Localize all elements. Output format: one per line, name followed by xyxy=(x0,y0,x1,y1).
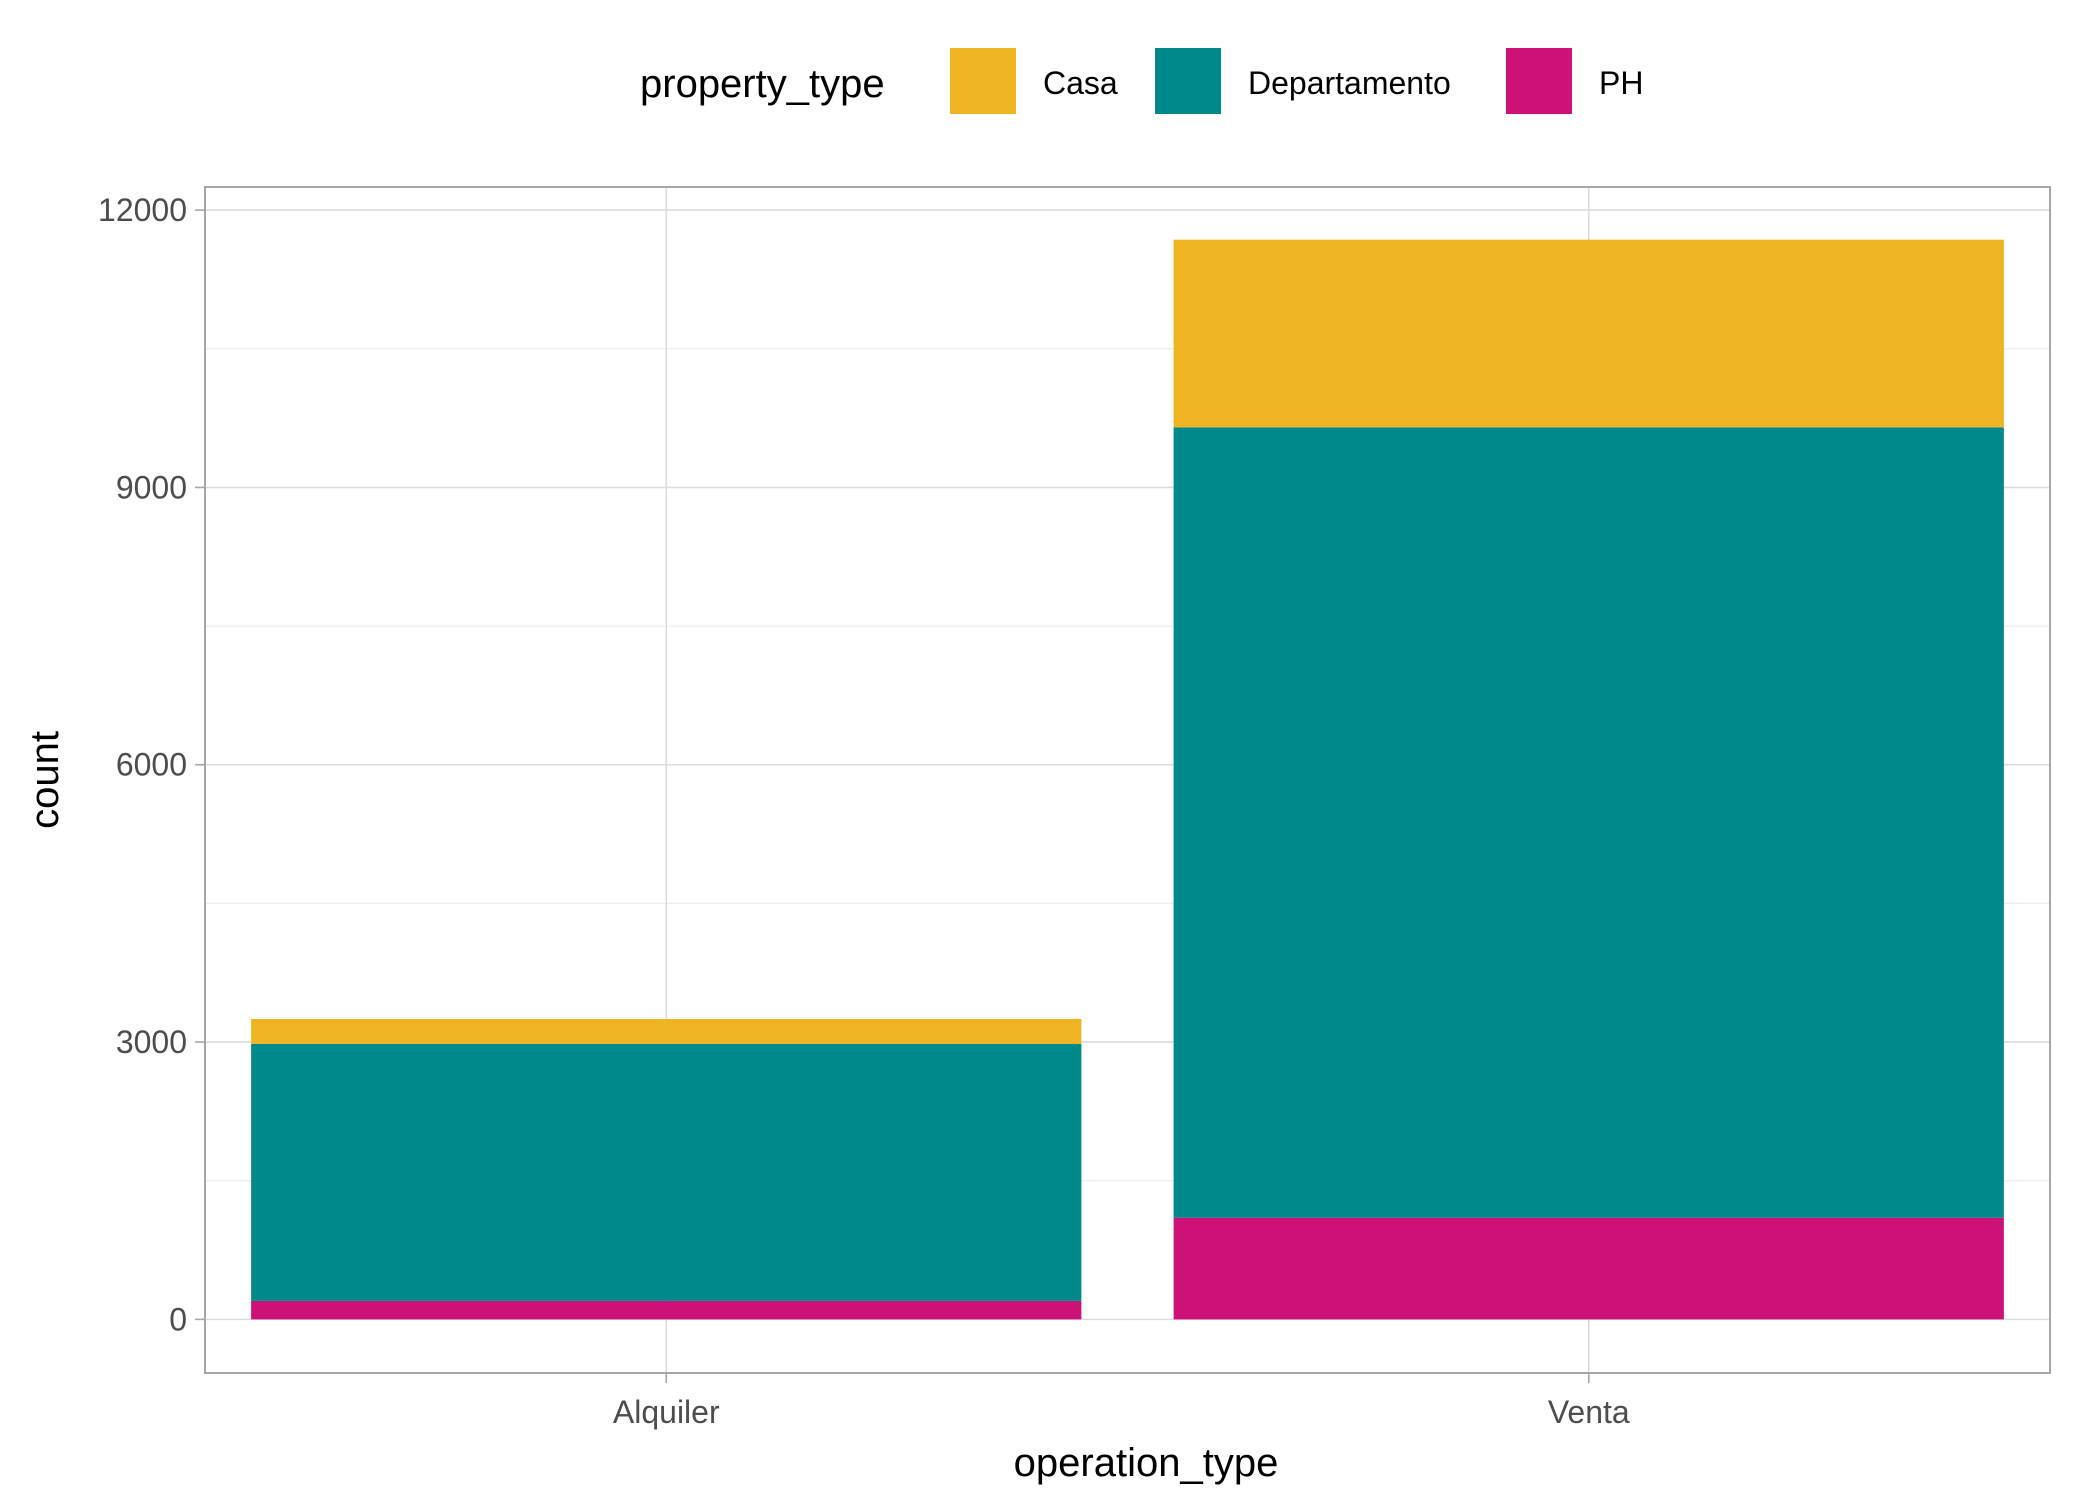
y-tick-label: 9000 xyxy=(116,469,187,505)
bar-venta-casa xyxy=(1173,239,2004,428)
legend-label-ph: PH xyxy=(1599,65,1643,101)
y-tick-label: 6000 xyxy=(116,747,187,783)
legend-label-casa: Casa xyxy=(1043,65,1118,101)
legend: property_type Casa Departamento PH xyxy=(640,48,1643,114)
plot-area: 0 3000 6000 9000 12000 Alquiler Venta xyxy=(98,186,2051,1430)
bar-venta-ph xyxy=(1173,1217,2004,1320)
panel-border xyxy=(204,186,2051,1374)
bar-alquiler-ph xyxy=(251,1300,1082,1320)
x-tick-label: Alquiler xyxy=(613,1394,720,1430)
legend-label-departamento: Departamento xyxy=(1248,65,1451,101)
legend-title: property_type xyxy=(640,62,885,106)
legend-key-casa xyxy=(950,48,1016,114)
y-tick-label: 12000 xyxy=(98,192,187,228)
bar-venta-departamento xyxy=(1173,427,2004,1218)
y-tick-label: 0 xyxy=(169,1301,187,1337)
y-tick-label: 3000 xyxy=(116,1024,187,1060)
bar-alquiler-departamento xyxy=(251,1043,1082,1301)
y-axis-title: count xyxy=(23,731,67,829)
bar-alquiler-casa xyxy=(251,1018,1082,1044)
x-tick-label: Venta xyxy=(1548,1394,1630,1430)
legend-key-ph xyxy=(1506,48,1572,114)
x-axis-title: operation_type xyxy=(1014,1441,1279,1485)
legend-key-departamento xyxy=(1155,48,1221,114)
